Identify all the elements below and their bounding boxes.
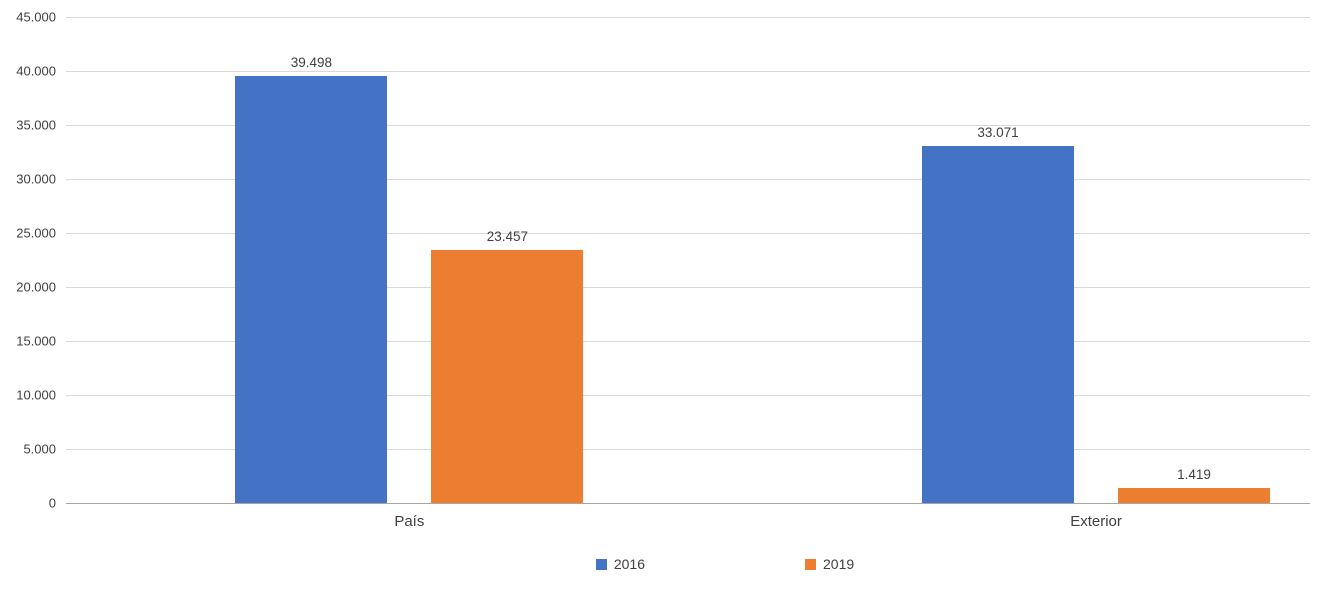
gridline [66,125,1310,126]
gridline [66,340,1310,342]
bar-value-label: 1.419 [1177,466,1211,482]
gridline [66,17,1310,18]
legend-label: 2019 [823,556,855,572]
bar-rect [431,249,584,503]
y-axis-tick-label: 20.000 [16,279,56,295]
y-axis-tick-label: 15.000 [16,333,56,349]
gridline [66,287,1310,288]
category-label-pais: País [394,513,425,530]
y-axis-tick-label: 25.000 [16,225,56,241]
bar-2019-exterior: 1.419 [1118,467,1271,503]
category-group-pais: 39.498 23.457 [235,17,584,503]
bar-rect [235,76,388,503]
gridline [66,449,1310,450]
gridline [66,395,1310,396]
y-axis-tick-label: 0 [48,495,56,511]
legend: 2016 2019 [0,556,1318,572]
y-axis-tick-label: 35.000 [16,117,56,133]
bar-rect [1118,487,1271,503]
gridline [66,178,1310,180]
bar-value-label: 23.457 [486,228,528,244]
legend-item-2019: 2019 [805,556,854,572]
bar-value-label: 39.498 [290,55,332,71]
bar-value-label: 33.071 [977,124,1019,140]
x-axis-line [66,503,1310,504]
category-label-exterior: Exterior [1070,513,1122,530]
y-axis-tick-label: 5.000 [23,441,56,457]
legend-label: 2016 [613,556,645,572]
y-axis-tick-label: 30.000 [16,171,56,187]
plot-area: 45.000 40.000 35.000 30.000 25.000 20.000 15.0… [16,11,1310,510]
gridline [66,71,1310,72]
gridline [66,233,1310,234]
legend-swatch [805,558,816,570]
bar-rect [922,145,1075,503]
y-axis-tick-label: 45.000 [16,9,56,25]
y-axis-tick-label: 10.000 [16,387,56,403]
legend-swatch [595,558,607,570]
x-axis-labels: País Exterior [66,513,1310,535]
bar-2016-pais: 39.498 [235,55,388,503]
legend-item-2016: 2016 [595,556,645,572]
y-axis-tick-label: 40.000 [16,63,56,79]
bar-2019-pais: 23.457 [431,229,584,503]
category-group-exterior: 33.071 1.419 [922,17,1271,503]
bar-2016-exterior: 33.071 [922,125,1075,503]
